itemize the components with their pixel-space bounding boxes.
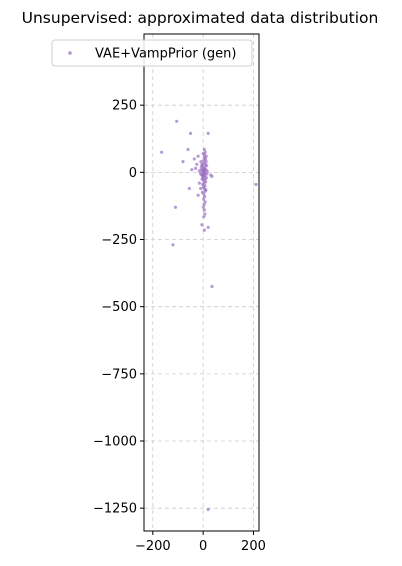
data-point xyxy=(204,154,208,158)
y-tick-label: −1000 xyxy=(93,435,137,450)
data-point xyxy=(199,172,203,176)
data-point xyxy=(200,223,204,227)
data-point xyxy=(203,200,207,204)
data-point xyxy=(203,194,207,199)
x-tick-label: 0 xyxy=(199,539,207,554)
data-point xyxy=(202,202,206,207)
y-tick-label: 0 xyxy=(129,166,137,181)
data-point xyxy=(201,205,205,209)
chart-title: Unsupervised: approximated data distribu… xyxy=(22,9,379,27)
y-tick-label: −1250 xyxy=(93,502,137,517)
data-point xyxy=(204,176,209,180)
y-tick-label: 250 xyxy=(112,99,137,114)
data-point xyxy=(196,154,200,158)
data-point xyxy=(193,166,198,170)
data-point xyxy=(197,181,201,185)
data-point xyxy=(175,119,179,123)
data-point xyxy=(210,284,214,289)
data-point xyxy=(187,186,191,191)
data-point xyxy=(201,151,205,156)
x-tick-label: 200 xyxy=(241,539,266,554)
y-tick-label: −750 xyxy=(101,367,137,382)
data-point xyxy=(199,165,203,169)
data-point xyxy=(206,131,210,135)
data-point xyxy=(160,150,164,154)
data-point xyxy=(190,168,194,172)
data-point xyxy=(195,162,199,166)
y-tick-label: −500 xyxy=(101,300,137,315)
data-point xyxy=(205,169,209,173)
data-point xyxy=(186,147,190,152)
data-point xyxy=(171,243,175,247)
data-point xyxy=(202,197,206,201)
data-point xyxy=(206,507,210,512)
data-point xyxy=(192,157,196,161)
data-point xyxy=(200,177,204,181)
data-point xyxy=(199,186,203,191)
data-point xyxy=(254,182,258,187)
data-point xyxy=(205,164,209,168)
data-point xyxy=(200,162,204,166)
data-point xyxy=(188,131,193,135)
legend-label: VAE+VampPrior (gen) xyxy=(95,47,236,62)
x-tick-label: −200 xyxy=(135,539,171,554)
points-layer xyxy=(160,119,258,512)
data-point xyxy=(202,215,206,219)
data-point xyxy=(181,160,185,164)
data-point xyxy=(173,205,178,209)
legend-marker xyxy=(68,51,72,55)
legend-box xyxy=(51,39,253,67)
data-point xyxy=(202,171,206,175)
data-point xyxy=(202,228,206,232)
data-point xyxy=(205,172,209,176)
data-point xyxy=(204,160,208,164)
data-point xyxy=(204,188,208,192)
data-point xyxy=(210,174,214,178)
data-point xyxy=(202,147,206,152)
axes-frame xyxy=(143,33,260,532)
data-point xyxy=(202,208,206,212)
data-point xyxy=(199,160,203,164)
data-point xyxy=(203,167,207,171)
grid-layer xyxy=(144,34,259,531)
data-point xyxy=(201,173,205,178)
data-point xyxy=(200,190,204,195)
legend: VAE+VampPrior (gen) xyxy=(51,39,253,67)
y-tick-label: −250 xyxy=(101,233,137,248)
data-point xyxy=(203,212,207,216)
data-point xyxy=(199,168,203,172)
data-point xyxy=(206,225,210,230)
data-point xyxy=(196,193,200,197)
ticks-layer: 250 0 −250 −500 −750 −1000 −1250 −200 0 200 xyxy=(93,99,266,554)
